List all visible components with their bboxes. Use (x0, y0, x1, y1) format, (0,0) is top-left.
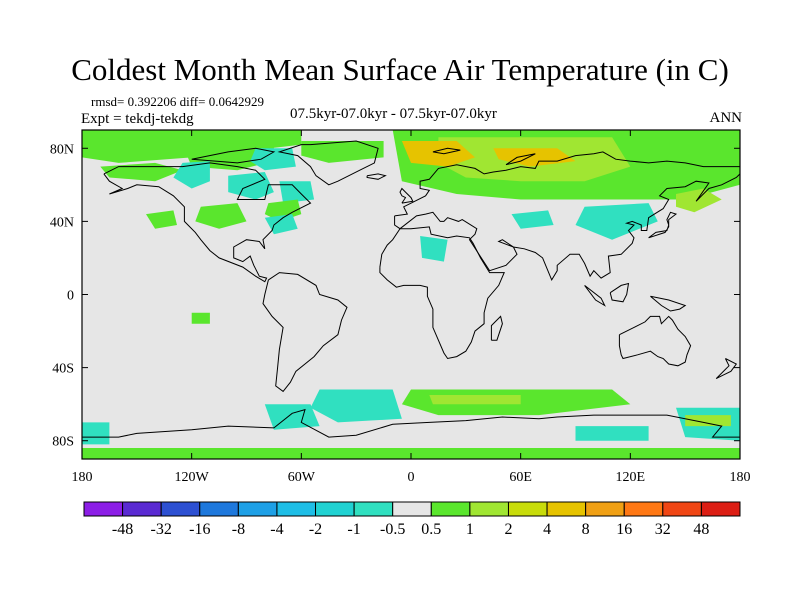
y-tick-label: 80S (52, 435, 74, 450)
colorbar-label: 32 (655, 521, 671, 538)
coastline-british-isles (399, 187, 414, 204)
coastline-greenland (277, 140, 379, 186)
region-canada-interior-cyan (173, 161, 210, 189)
colorbar-swatch (700, 501, 741, 517)
colorbar-label: -16 (189, 521, 210, 538)
colorbar-label: -0.5 (380, 521, 405, 538)
coastline-borneo (609, 282, 630, 303)
region-weddell-cyan (264, 404, 320, 430)
colorbar-label: 0.5 (421, 521, 441, 538)
coastline-australia (618, 315, 692, 367)
region-east-asia-cyan (575, 203, 658, 240)
period-subtitle: 07.5kyr-07.0kyr - 07.5kyr-07.0kyr (290, 106, 497, 122)
y-tick-label: 0 (67, 289, 74, 304)
colorbar-swatch (276, 501, 317, 517)
y-tick-label: 40N (50, 215, 74, 230)
region-barents-orange (401, 141, 475, 167)
coastline-africa (379, 226, 505, 360)
coastline-madagascar (490, 315, 503, 341)
coastline-antarctica (82, 408, 740, 438)
coastline-north-america (103, 162, 312, 283)
map-plot-area (82, 130, 740, 459)
region-taymyr-orange (493, 148, 576, 167)
colorbar-label: 48 (693, 521, 709, 538)
region-tropical-pacific-green (191, 312, 210, 324)
colorbar-swatch (585, 501, 625, 517)
map-axes: 180 120W 60W 0 60E 120E 180 80N 40N 0 40S 80S (50, 130, 751, 485)
colorbar-label: 16 (616, 521, 632, 538)
colorbar-swatch (469, 501, 509, 517)
colorbar-swatch (353, 501, 394, 517)
x-tick-label: 60W (288, 470, 316, 485)
x-tick-label: 120W (175, 470, 210, 485)
colorbar: -48 -32 -16 -8 -4 -2 -1 -0.5 0.5 1 2 4 8 16 32 48 (83, 501, 741, 538)
colorbar-swatch (160, 501, 201, 517)
region-east-pacific-green (146, 210, 177, 229)
coastline-new-zealand (715, 358, 738, 380)
region-antarctica-cyan (575, 426, 649, 441)
region-southern-ocean-yellow (429, 395, 521, 405)
colorbar-label: -32 (151, 521, 172, 538)
experiment-label: Expt = tekdj-tekdg (81, 111, 194, 127)
colorbar-label: -48 (112, 521, 133, 538)
coastlines (82, 140, 740, 438)
colorbar-label: -8 (232, 521, 245, 538)
y-tick-label: 40S (52, 362, 74, 377)
region-kamchatka-yellow (676, 188, 722, 213)
colorbar-swatch (430, 501, 471, 517)
coastline-japan (648, 211, 678, 239)
map-title: Coldest Month Mean Surface Air Temperatu… (71, 52, 729, 87)
region-east-antarctica-yellow (685, 415, 731, 427)
x-tick-label: 0 (408, 470, 415, 485)
colorbar-swatch (199, 501, 239, 517)
rmsd-diff-stats: rmsd= 0.392206 diff= 0.0642929 (91, 94, 264, 109)
coastline-south-america (262, 272, 348, 393)
coastline-novaya-zemlya (505, 153, 536, 166)
region-greenland-green (301, 141, 384, 163)
region-central-asia-cyan (511, 210, 554, 229)
x-tick-label: 60E (509, 470, 532, 485)
coastline-canadian-arctic-islands (191, 147, 276, 164)
colorbar-swatch (546, 501, 587, 517)
colorbar-label: -2 (309, 521, 322, 538)
colorbar-swatch (392, 501, 432, 517)
colorbar-swatch (623, 501, 664, 517)
coastline-new-guinea (650, 295, 687, 312)
anomaly-regions (82, 130, 740, 459)
colorbar-label: 1 (466, 521, 474, 538)
colorbar-label: 4 (543, 521, 551, 538)
colorbar-swatch (122, 501, 162, 517)
colorbar-swatch (507, 501, 548, 517)
region-central-us-green (195, 203, 247, 229)
x-tick-label: 120E (616, 470, 646, 485)
season-label: ANN (709, 110, 743, 126)
coastline-svalbard (432, 147, 461, 155)
colorbar-label: -1 (347, 521, 360, 538)
coastline-iceland (366, 173, 387, 180)
coastline-sumatra (584, 285, 606, 307)
region-amundsen-cyan (82, 422, 110, 445)
region-baffin-cyan (250, 148, 296, 171)
colorbar-swatch (315, 501, 355, 517)
colorbar-label: 2 (505, 521, 513, 538)
y-tick-label: 80N (50, 142, 74, 157)
region-hudson-cyan (228, 172, 274, 200)
region-alaska-green (100, 162, 183, 182)
colorbar-label: 8 (582, 521, 590, 538)
colorbar-label: -4 (270, 521, 283, 538)
x-tick-label: 180 (730, 470, 751, 485)
colorbar-swatch (237, 501, 278, 517)
colorbar-swatch (662, 501, 702, 517)
colorbar-swatch (83, 501, 124, 517)
region-north-africa-cyan (420, 236, 448, 262)
region-south-atlantic-cyan (310, 389, 402, 423)
x-tick-label: 180 (72, 470, 93, 485)
